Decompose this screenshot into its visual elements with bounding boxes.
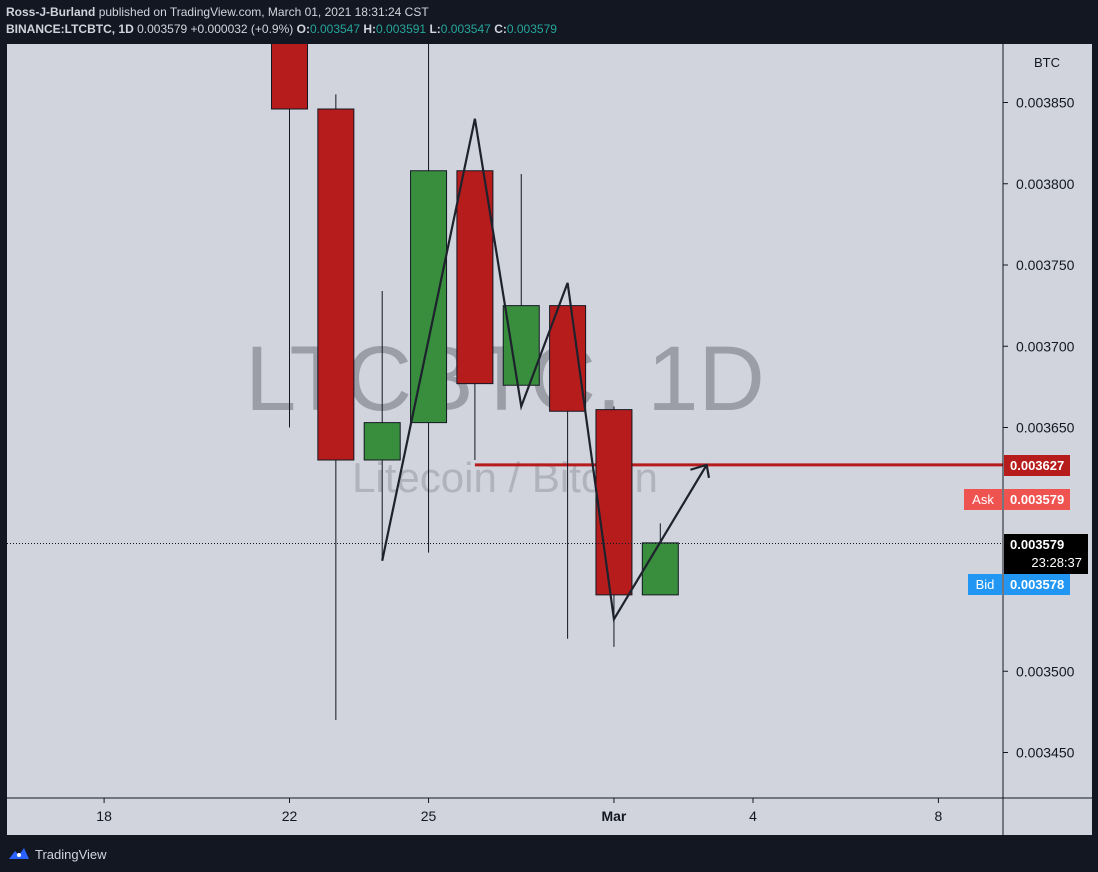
time-tick-label: 22 [282,808,298,824]
time-tick-label: Mar [601,808,626,824]
bid-price-badge: 0.003578 [1004,573,1071,595]
price-tick-label: 0.003800 [1016,176,1075,192]
high-value: 0.003591 [376,22,427,36]
candle-2021-02-24[interactable] [363,291,401,561]
candle-body-down [549,305,587,412]
candle-body-up [641,542,679,596]
price-tick-label: 0.003750 [1016,257,1075,273]
currency-label: BTC [1034,55,1060,70]
price-tick-label: 0.003500 [1016,663,1075,679]
open-value: 0.003547 [309,22,361,36]
ohlc-line: BINANCE:LTCBTC, 1D 0.003579 +0.000032 (+… [6,21,1092,38]
candle-2021-03-01[interactable] [595,406,633,647]
time-tick-label: 8 [935,808,943,824]
time-tick-label: 18 [96,808,112,824]
drawing-layer [381,118,711,623]
candle-body-up [363,422,401,461]
candle-2021-02-22[interactable] [271,0,308,428]
candle-2021-03-02[interactable] [641,523,679,596]
time-tick-label: 4 [749,808,757,824]
time-tick-label: 25 [421,808,437,824]
last-price-badge: 0.003579 23:28:37 [1004,533,1088,574]
chart-header: Ross-J-Burland published on TradingView.… [6,4,1092,38]
footer: TradingView [8,844,107,864]
projection-path[interactable] [381,118,708,623]
tradingview-logo-icon[interactable] [8,847,30,861]
low-value: 0.003547 [440,22,491,36]
bar-countdown: 23:28:37 [1031,554,1082,570]
candle-body-down [317,108,355,461]
low-label: L: [429,22,441,36]
author-name[interactable]: Ross-J-Burland [6,5,96,19]
candle-body-up [410,170,448,424]
candle-2021-02-25[interactable] [410,0,448,553]
chart-background [7,44,1092,835]
bid-tag: Bid [968,573,1002,595]
price-axis[interactable]: 0.003450 0.003500 0.003650 0.003700 0.003750… [1003,95,1075,761]
last-price: 0.003579 [137,22,188,36]
price-tick-label: 0.003650 [1016,420,1075,436]
candle-body-down [456,170,494,385]
price-tick-label: 0.003450 [1016,745,1075,761]
ask-tag: Ask [964,489,1002,510]
footer-brand[interactable]: TradingView [35,846,107,862]
candle-2021-02-23[interactable] [317,94,355,720]
symbol-label: BINANCE:LTCBTC, 1D [6,22,134,36]
price-tick-label: 0.003700 [1016,338,1075,354]
projection-arrowhead [690,463,711,479]
price-change: +0.000032 (+0.9%) [190,22,294,36]
open-label: O: [296,22,310,36]
publish-line: Ross-J-Burland published on TradingView.… [6,4,1092,21]
candle-2021-02-26[interactable] [456,170,494,460]
price-tick-label: 0.003850 [1016,95,1075,111]
high-label: H: [363,22,377,36]
candle-2021-02-28[interactable] [549,305,587,639]
time-axis[interactable]: 18 22 25 Mar 4 8 [96,798,943,824]
candle-layer [271,0,679,720]
close-value: 0.003579 [506,22,557,36]
ask-price-badge: 0.003579 [1004,489,1071,510]
publish-info: published on TradingView.com, March 01, … [98,5,429,19]
resistance-price-badge: 0.003627 [1004,454,1071,476]
close-label: C: [494,22,507,36]
candle-body-down [271,44,308,110]
last-price-value: 0.003579 [1010,536,1065,552]
candle-body-down [595,409,633,596]
plot-area [271,0,1003,720]
